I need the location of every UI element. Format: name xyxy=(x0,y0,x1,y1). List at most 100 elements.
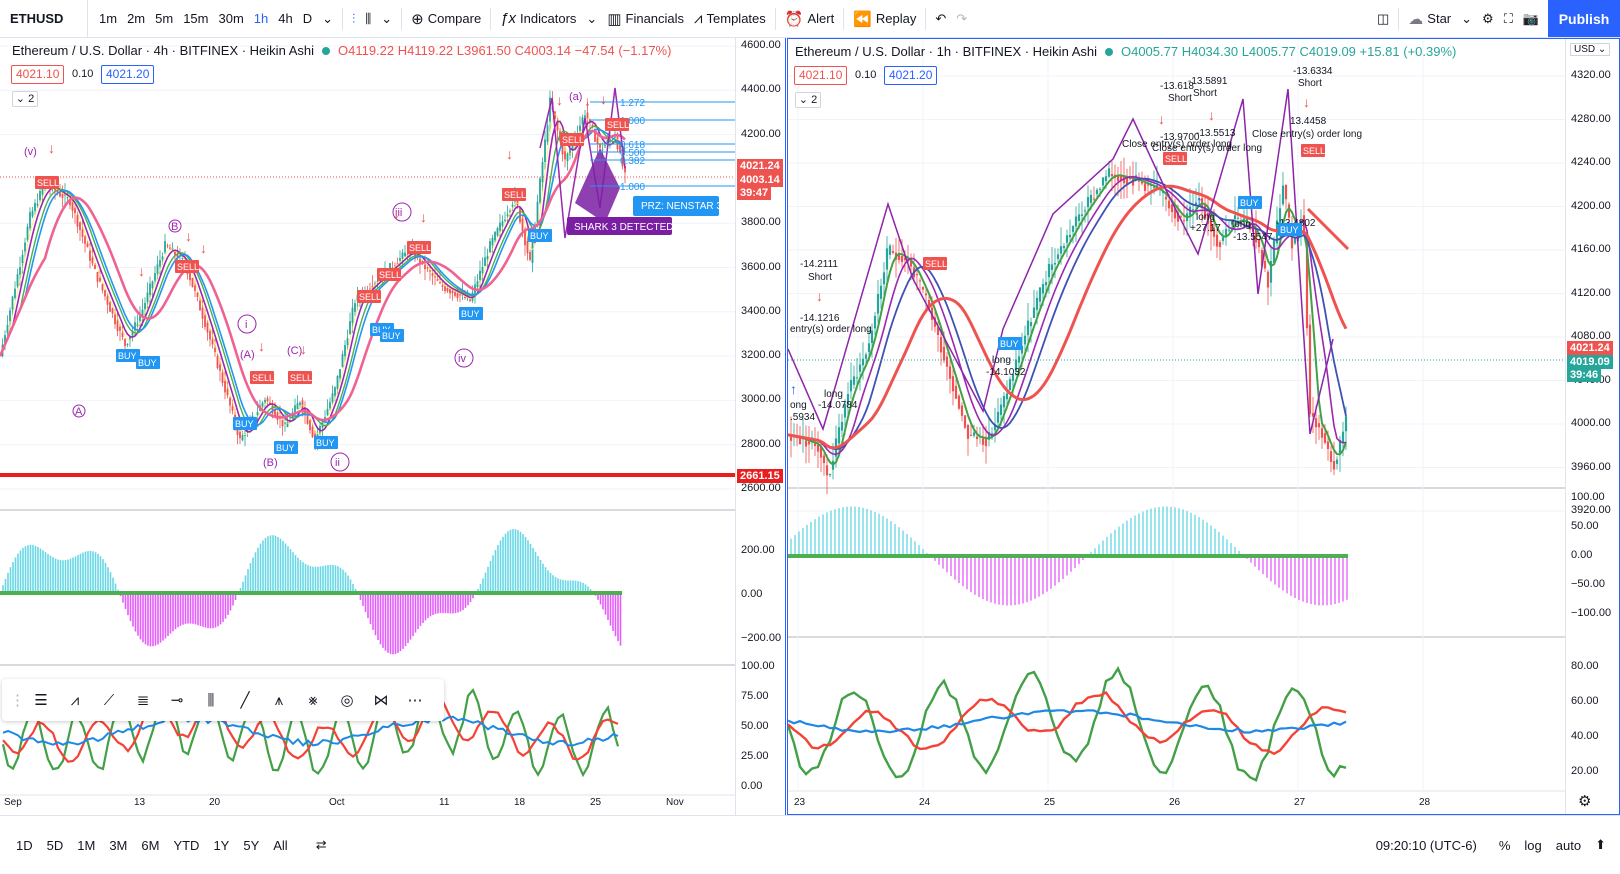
elliott-wave-icon[interactable]: ⩘ xyxy=(70,691,80,709)
currency-dropdown[interactable]: USD ⌄ xyxy=(1570,43,1611,56)
range-all[interactable]: All xyxy=(273,837,288,853)
left-indicators-collapse[interactable]: ⌄ 2 xyxy=(12,91,38,107)
candle-body xyxy=(1038,287,1042,302)
star-button[interactable]: ☁ Star xyxy=(1403,0,1456,38)
horizontal-ray-icon[interactable]: ⊸ xyxy=(170,692,184,709)
left-chart-pane[interactable]: Sep 13 20 Oct 11 18 25 Nov 1.272 1.000 0.618 0.500 0… xyxy=(0,38,786,815)
candle-body xyxy=(151,281,154,288)
candle-body xyxy=(94,264,96,270)
date-range-icon[interactable]: ⇄ xyxy=(315,837,327,852)
cycle-icon[interactable]: ◎ xyxy=(340,692,354,709)
symbol-search[interactable]: ETHUSD xyxy=(0,0,88,38)
right-sell-price[interactable]: 4021.10 xyxy=(794,66,848,85)
candle-body xyxy=(294,405,296,414)
range-1y[interactable]: 1Y xyxy=(213,837,230,853)
candle-body xyxy=(1110,174,1114,177)
range-ytd[interactable]: YTD xyxy=(173,837,200,853)
drag-handle-icon[interactable]: ⋮ xyxy=(10,692,25,709)
percent-toggle[interactable]: % xyxy=(1498,837,1511,853)
interval-d[interactable]: D xyxy=(302,11,313,26)
time-axis-label: 25 xyxy=(1044,797,1056,808)
left-buy-price[interactable]: 4021.20 xyxy=(101,65,155,84)
interval-30m[interactable]: 30m xyxy=(218,11,244,26)
right-price-axis[interactable] xyxy=(1565,39,1619,814)
indicators-button[interactable]: ƒx Indicators xyxy=(495,0,581,38)
time-axis-label: 23 xyxy=(794,797,806,808)
fib-icon[interactable]: ≣ xyxy=(136,692,150,709)
expand-icon[interactable]: ⬆ xyxy=(1595,837,1606,852)
left-symbol-title[interactable]: Ethereum / U.S. Dollar · 4h · BITFINEX ·… xyxy=(12,43,314,58)
camera-icon[interactable]: 📷 xyxy=(1522,10,1539,26)
range-5d[interactable]: 5D xyxy=(46,837,64,853)
right-indicators-collapse[interactable]: ⌄ 2 xyxy=(795,92,821,108)
clock-time[interactable]: 09:20:10 (UTC-6) xyxy=(1375,837,1477,853)
candle-body xyxy=(1176,212,1180,222)
alert-button[interactable]: ⏰ Alert xyxy=(780,0,839,38)
layout-icon[interactable]: ◫ xyxy=(1377,10,1390,26)
redo-icon[interactable]: ↷ xyxy=(956,10,968,26)
range-1m[interactable]: 1M xyxy=(77,837,96,853)
sell-signal-label: SELL xyxy=(1165,154,1187,164)
fullscreen-icon[interactable]: ⛶ xyxy=(1503,10,1513,26)
line-tool-icon[interactable]: ╱ xyxy=(240,692,250,709)
strategy-annotation: -13.6334 xyxy=(1293,66,1333,77)
undo-icon[interactable]: ↶ xyxy=(935,10,947,26)
auto-toggle[interactable]: auto xyxy=(1555,837,1582,853)
left-chart-canvas[interactable]: Sep 13 20 Oct 11 18 25 Nov1.2721.0000.6180.5000… xyxy=(0,38,786,815)
candle-body xyxy=(825,465,829,476)
right-chart-pane[interactable]: 23 24 25 26 27 28 -14.2111 Short -14.1216 entry(s… xyxy=(787,38,1620,815)
sell-signal-label: SELL xyxy=(562,135,584,145)
zigzag-pattern xyxy=(788,88,1334,435)
candle-body xyxy=(556,121,559,131)
range-5y[interactable]: 5Y xyxy=(243,837,260,853)
financials-button[interactable]: ▥ Financials xyxy=(602,0,689,38)
horizontal-lines-icon[interactable]: ☰ xyxy=(34,692,48,709)
wave-circle-i xyxy=(237,314,257,334)
range-1d[interactable]: 1D xyxy=(16,837,33,853)
ruler-icon[interactable]: ⋈ xyxy=(373,692,389,709)
candle-body xyxy=(421,260,424,262)
right-symbol-title[interactable]: Ethereum / U.S. Dollar · 1h · BITFINEX ·… xyxy=(795,44,1097,59)
star-dropdown-icon[interactable]: ⌄ xyxy=(1461,10,1473,26)
gear-icon[interactable]: ⚙ xyxy=(1482,10,1494,26)
bars-style-icon[interactable]: ⫶ xyxy=(352,10,356,26)
trend-line-icon[interactable]: ⟋ xyxy=(103,691,115,709)
compare-button[interactable]: ⊕ Compare xyxy=(406,0,486,38)
toolbar-divider xyxy=(1398,7,1400,30)
rsi-fast-line xyxy=(788,666,1347,782)
templates-button[interactable]: ⩘ Templates xyxy=(689,0,771,38)
sell-signal-label-box xyxy=(923,257,947,270)
candle-body xyxy=(903,257,907,261)
xabcd-icon[interactable]: ⨳ xyxy=(308,691,318,709)
indicators-dropdown-icon[interactable]: ⌄ xyxy=(586,10,598,26)
left-sell-price[interactable]: 4021.10 xyxy=(11,65,65,84)
log-toggle[interactable]: log xyxy=(1524,837,1542,853)
interval-dropdown-icon[interactable]: ⌄ xyxy=(322,10,334,26)
interval-1m[interactable]: 1m xyxy=(99,11,118,26)
pitchfork-icon[interactable]: ⫼ xyxy=(207,691,215,709)
interval-5m[interactable]: 5m xyxy=(155,11,174,26)
right-buy-price[interactable]: 4021.20 xyxy=(884,66,938,85)
range-3m[interactable]: 3M xyxy=(109,837,128,853)
candle-body xyxy=(96,271,99,282)
range-6m[interactable]: 6M xyxy=(141,837,160,853)
publish-button[interactable]: Publish xyxy=(1548,0,1620,37)
candle-body xyxy=(1320,428,1324,438)
interval-4h[interactable]: 4h xyxy=(278,11,293,26)
pattern-icon[interactable]: ⩚ xyxy=(274,691,284,709)
chart-settings-gear-icon[interactable]: ⚙ xyxy=(1578,793,1592,810)
chart-type-dropdown-icon[interactable]: ⌄ xyxy=(381,10,393,26)
interval-15m[interactable]: 15m xyxy=(183,11,209,26)
compare-label: Compare xyxy=(427,11,482,26)
right-chart-canvas[interactable]: 23 24 25 26 27 28 -14.2111 Short -14.1216entry(s… xyxy=(788,39,1620,815)
settings-lines-icon[interactable]: ⋯ xyxy=(407,692,423,709)
interval-2m[interactable]: 2m xyxy=(127,11,146,26)
interval-1h[interactable]: 1h xyxy=(253,11,269,26)
candle-body xyxy=(1194,202,1198,205)
candle-body xyxy=(79,222,81,230)
candles-icon[interactable]: ⫼ xyxy=(365,10,372,26)
time-axis-label: 13 xyxy=(134,797,146,808)
candle-body xyxy=(104,290,106,297)
candle-body xyxy=(296,403,299,410)
replay-button[interactable]: ⏪ Replay xyxy=(848,0,921,38)
